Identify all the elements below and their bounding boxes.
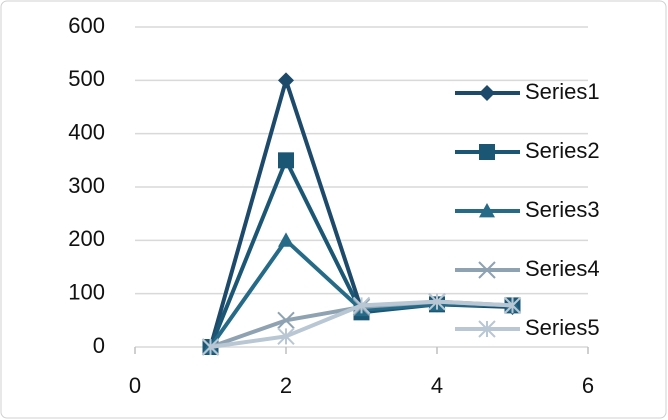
y-tick-label: 200: [68, 226, 105, 251]
y-tick-label: 0: [93, 333, 105, 358]
marker-shape: [479, 144, 495, 160]
marker: [503, 296, 522, 315]
marker-shape: [277, 311, 295, 330]
marker: [352, 296, 371, 315]
marker-shape: [201, 338, 220, 356]
y-tick-label: 600: [68, 13, 105, 38]
y-tick-label: 300: [68, 173, 105, 198]
marker: [277, 311, 295, 330]
marker-shape: [277, 327, 295, 346]
marker: [479, 203, 495, 218]
marker-shape: [479, 203, 495, 218]
marker: [278, 232, 294, 247]
legend-label: Series4: [525, 256, 600, 281]
legend-label: Series3: [525, 197, 600, 222]
marker-shape: [352, 296, 371, 315]
x-tick-label: 2: [280, 373, 292, 398]
marker-shape: [478, 261, 496, 279]
marker: [428, 292, 446, 311]
x-tick-label: 4: [431, 373, 443, 398]
marker-shape: [503, 296, 522, 315]
y-tick-label: 100: [68, 279, 105, 304]
marker-shape: [278, 152, 294, 169]
x-tick-label: 0: [129, 373, 141, 398]
marker: [278, 152, 294, 169]
y-tick-label: 500: [68, 66, 105, 91]
x-tick-label: 6: [582, 373, 594, 398]
marker: [479, 85, 495, 101]
marker-shape: [428, 292, 446, 311]
marker: [478, 261, 496, 279]
marker: [277, 327, 295, 346]
marker-shape: [478, 320, 496, 338]
marker-shape: [278, 232, 294, 247]
marker: [479, 144, 495, 160]
legend-label: Series2: [525, 138, 600, 163]
marker-shape: [278, 72, 294, 89]
marker-shape: [479, 85, 495, 101]
legend-label: Series1: [525, 79, 600, 104]
marker: [278, 72, 294, 89]
legend-label: Series5: [525, 315, 600, 340]
marker: [478, 320, 496, 338]
y-tick-label: 400: [68, 119, 105, 144]
marker: [201, 338, 220, 356]
